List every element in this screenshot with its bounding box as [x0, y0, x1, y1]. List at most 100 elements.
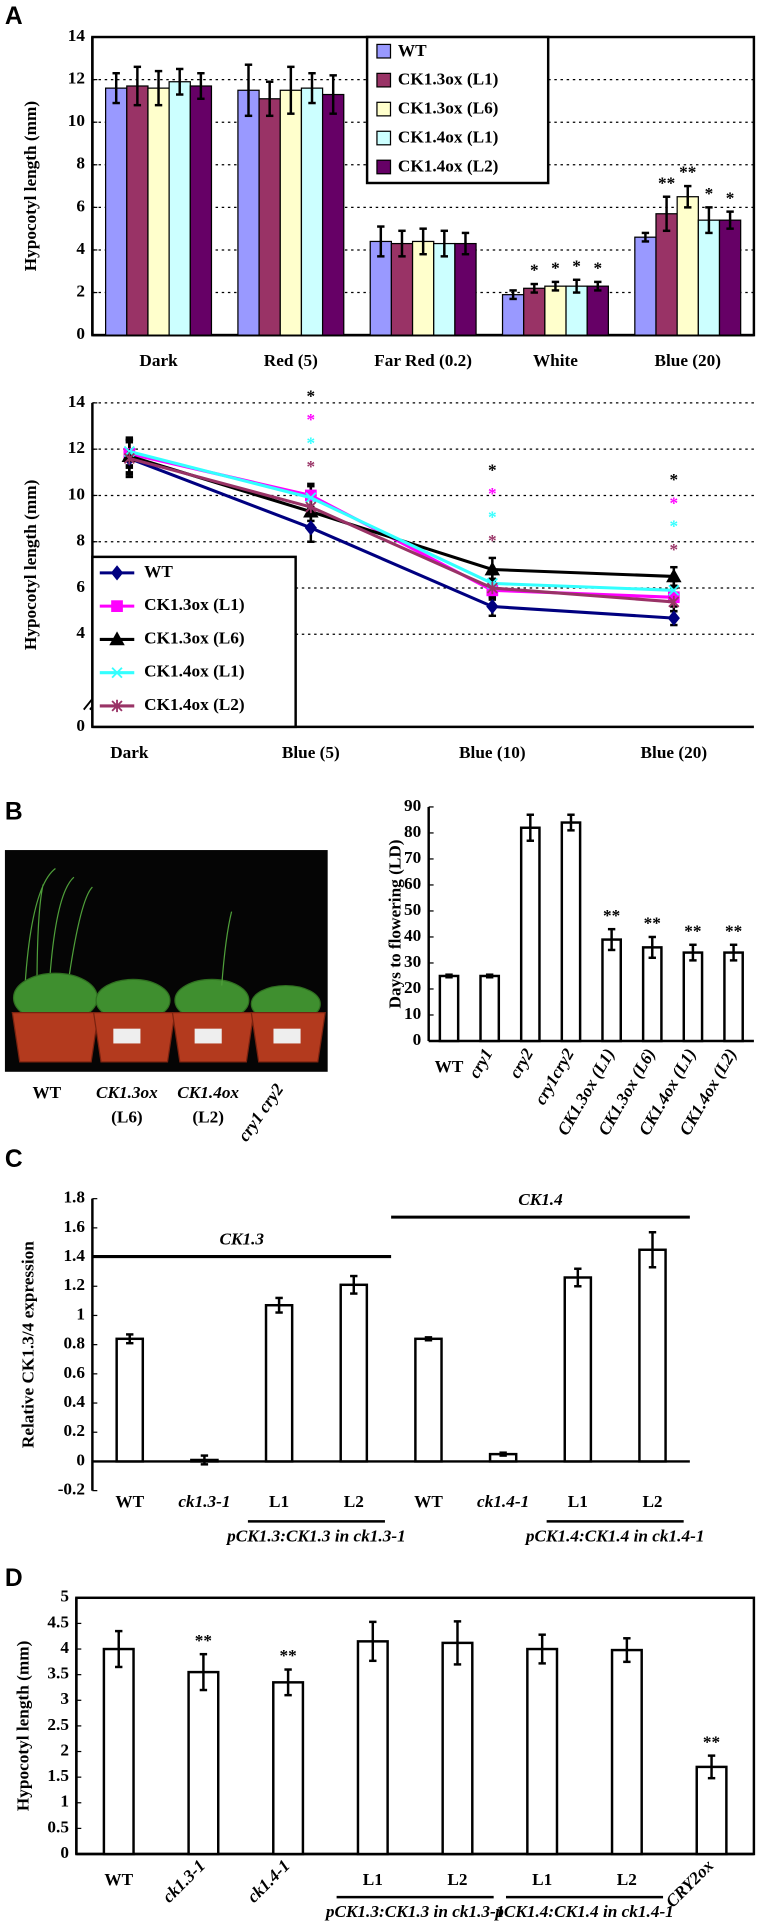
- x-tick-label: L2: [447, 1870, 467, 1889]
- x-tick-label: Blue (20): [641, 743, 708, 762]
- error-bar: [350, 1274, 358, 1295]
- error-bar: [485, 973, 494, 979]
- x-tick-label: L1: [532, 1870, 552, 1889]
- bar: [501, 294, 525, 336]
- error-bar: [419, 227, 427, 256]
- y-tick-label: 0: [413, 1030, 422, 1049]
- panel-label: A: [5, 3, 23, 30]
- bar: [102, 1647, 135, 1856]
- legend-label: CK1.3ox (L6): [144, 628, 245, 647]
- y-tick-label: 1: [76, 1304, 85, 1323]
- error-bar: [133, 65, 142, 107]
- x-tick-label: Far Red (0.2): [374, 351, 472, 370]
- legend-label: CK1.4ox (L2): [398, 157, 499, 176]
- y-tick-label: 12: [68, 438, 85, 457]
- x-tick-label: Dark: [139, 351, 178, 370]
- error-bar: [200, 1454, 209, 1466]
- bar: [105, 87, 128, 336]
- error-bar: [538, 1633, 546, 1665]
- x-tick-label: ck1.4-1: [243, 1856, 293, 1906]
- bar: [563, 1276, 593, 1463]
- significance: *: [488, 531, 497, 550]
- plot-frame: [75, 1596, 756, 1856]
- bar: [641, 946, 663, 1043]
- significance: *: [670, 493, 679, 512]
- significance: *: [307, 387, 316, 406]
- y-tick-label: 30: [404, 952, 421, 971]
- error-bar: [623, 1637, 631, 1664]
- panel-label: C: [5, 1146, 23, 1173]
- legend-label: WT: [144, 562, 173, 581]
- legend-box: [365, 35, 550, 185]
- y-tick-label: 80: [404, 822, 421, 841]
- significance: **: [644, 914, 661, 933]
- significance: **: [658, 173, 675, 192]
- y-tick-label: 14: [68, 392, 86, 411]
- error-bar: [574, 1267, 582, 1288]
- x-tick-label: Blue (20): [654, 351, 721, 370]
- legend-swatch: [376, 72, 392, 88]
- bar: [601, 938, 622, 1043]
- error-bar: [424, 1336, 433, 1342]
- bar: [519, 826, 541, 1043]
- y-tick-label: 6: [76, 196, 85, 215]
- x-tick-label: ck1.4-1: [477, 1492, 529, 1511]
- error-bar: [284, 1668, 292, 1697]
- marker: [305, 492, 317, 504]
- x-tick-label: ck1.3-1: [159, 1856, 209, 1906]
- y-tick-label: 40: [404, 926, 421, 945]
- marker: [305, 500, 317, 514]
- bar: [168, 81, 191, 336]
- error-bar: [398, 229, 406, 258]
- panel-label: B: [5, 799, 23, 826]
- y-tick-label: 5: [60, 1587, 69, 1606]
- marker: [123, 452, 135, 465]
- bar: [634, 236, 657, 336]
- error-bar: [726, 210, 734, 230]
- marker: [668, 584, 680, 596]
- error-bar: [689, 943, 697, 962]
- y-tick-label: 3.5: [47, 1664, 69, 1683]
- error-bar: [641, 231, 650, 243]
- error-bar: [112, 71, 120, 105]
- legend-label: CK1.3ox (L1): [398, 70, 499, 89]
- bar: [479, 974, 501, 1043]
- y-tick-label: 2.5: [47, 1715, 69, 1734]
- group-label: pCK1.4:CK1.4 in ck1.4-1: [524, 1526, 705, 1545]
- photo-label: (L6): [111, 1108, 143, 1127]
- error-bar: [154, 69, 163, 107]
- marker: [484, 561, 501, 576]
- y-tick-label: 0.5: [47, 1817, 69, 1836]
- legend-swatch: [376, 43, 392, 59]
- y-tick-label: 8: [76, 154, 85, 173]
- significance: **: [195, 1631, 212, 1650]
- panel-label: D: [5, 1565, 23, 1592]
- x-tick-label: L1: [269, 1492, 289, 1511]
- bar: [560, 821, 582, 1043]
- legend-label: CK1.4ox (L1): [144, 662, 245, 681]
- significance: **: [603, 906, 620, 925]
- x-tick-label: WT: [104, 1870, 133, 1889]
- y-tick-label: 0: [76, 324, 85, 343]
- bar: [237, 89, 260, 336]
- photo-label: CK1.3ox: [96, 1083, 158, 1102]
- x-tick-label: Blue (5): [282, 743, 340, 762]
- group-label: pCK1.3:CK1.3 in ck1.3-1: [225, 1526, 406, 1545]
- y-tick-label: 0: [60, 1843, 69, 1862]
- marker: [109, 631, 125, 646]
- significance: *: [488, 484, 497, 503]
- error-bar: [648, 1231, 657, 1269]
- error-bar: [440, 229, 449, 258]
- legend-box: [91, 555, 297, 729]
- y-axis-label: Hypocotyl length (mm): [21, 101, 40, 271]
- y-tick-label: 8: [76, 531, 85, 550]
- y-tick-label: 10: [68, 484, 85, 503]
- bar: [321, 93, 345, 336]
- y-tick-label: 3: [60, 1689, 69, 1708]
- marker: [667, 610, 680, 626]
- error-bar: [707, 1754, 716, 1780]
- error-bar: [509, 289, 517, 301]
- series-line: [128, 456, 674, 620]
- significance: **: [703, 1732, 720, 1751]
